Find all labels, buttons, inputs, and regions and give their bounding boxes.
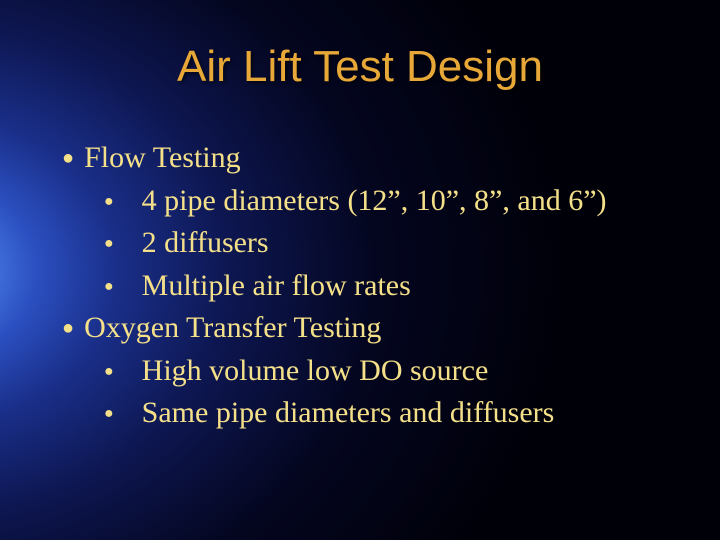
bullet-icon: ●	[104, 364, 114, 380]
list-item-text: Same pipe diameters and diffusers	[142, 393, 680, 434]
list-item-text: Multiple air flow rates	[142, 266, 680, 307]
slide-body: ● Flow Testing ● 4 pipe diameters (12”, …	[62, 138, 680, 436]
list-item-text: Flow Testing	[84, 138, 680, 179]
bullet-icon: ●	[104, 406, 114, 422]
bullet-icon: ●	[62, 148, 74, 168]
list-item-text: Oxygen Transfer Testing	[84, 308, 680, 349]
list-item: ● 4 pipe diameters (12”, 10”, 8”, and 6”…	[62, 181, 680, 222]
list-item: ● High volume low DO source	[62, 351, 680, 392]
list-item-text: 4 pipe diameters (12”, 10”, 8”, and 6”)	[142, 181, 680, 222]
bullet-icon: ●	[62, 318, 74, 338]
list-item: ● Same pipe diameters and diffusers	[62, 393, 680, 434]
bullet-icon: ●	[104, 279, 114, 295]
slide: Air Lift Test Design ● Flow Testing ● 4 …	[0, 0, 720, 540]
list-item-text: 2 diffusers	[142, 223, 680, 264]
bullet-icon: ●	[104, 194, 114, 210]
list-item: ● 2 diffusers	[62, 223, 680, 264]
list-item: ● Multiple air flow rates	[62, 266, 680, 307]
slide-title: Air Lift Test Design	[0, 42, 720, 92]
list-item-text: High volume low DO source	[142, 351, 680, 392]
list-item: ● Flow Testing	[62, 138, 680, 179]
bullet-icon: ●	[104, 236, 114, 252]
list-item: ● Oxygen Transfer Testing	[62, 308, 680, 349]
